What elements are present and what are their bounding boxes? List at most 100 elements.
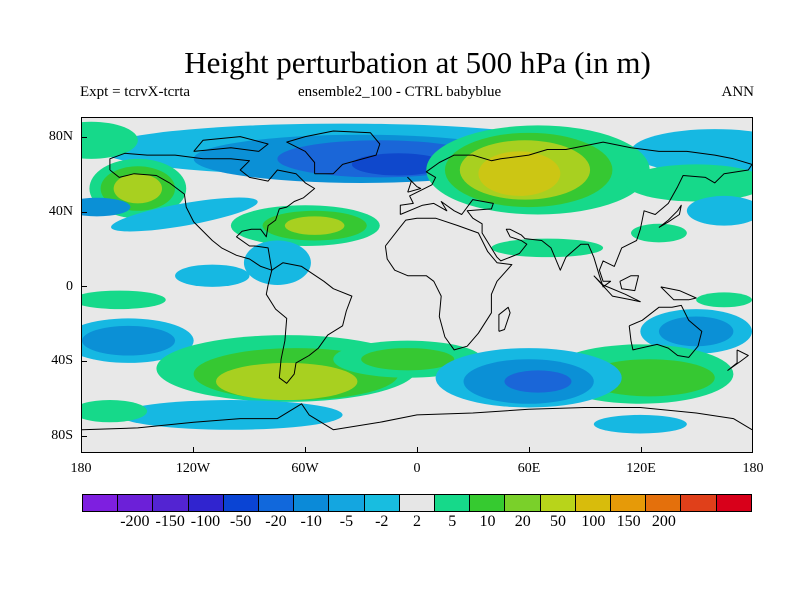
color-bar-label: -100 (190, 513, 221, 530)
color-bar-swatch (646, 495, 682, 511)
antarctica-coast (82, 403, 752, 431)
perturbation-field (82, 118, 752, 452)
field-map (82, 118, 752, 452)
lon-label-120e: 120E (626, 461, 656, 476)
color-bar-label: 150 (616, 513, 641, 530)
borneo-coast (619, 275, 639, 292)
color-bar-swatch (83, 495, 119, 511)
lon-label-0: 0 (413, 461, 421, 476)
color-bar-label: -200 (120, 513, 150, 530)
lat-tick (81, 361, 87, 362)
lat-label-80n: 80N (48, 129, 73, 144)
color-bar-swatch (505, 495, 541, 511)
field-region (631, 129, 752, 174)
color-bar-swatch (399, 495, 436, 511)
color-bar-swatch (153, 495, 189, 511)
color-bar-label: -50 (230, 513, 252, 530)
lon-label-60e: 60E (517, 461, 541, 476)
color-bar (82, 494, 752, 512)
field-region (243, 240, 311, 285)
color-bar-swatch (435, 495, 471, 511)
field-region (119, 400, 343, 430)
lat-label-40s: 40S (51, 353, 73, 368)
lon-label-60w: 60W (291, 461, 319, 476)
lon-tick (417, 447, 418, 453)
lat-label-40n: 40N (48, 204, 73, 219)
color-bar-label: -5 (339, 513, 354, 530)
color-bar-label: -2 (375, 513, 389, 530)
field-region (216, 362, 358, 401)
field-region (696, 292, 752, 308)
coastlines (82, 130, 752, 431)
color-bar-label: 200 (651, 513, 676, 530)
field-region (82, 121, 138, 159)
color-bar-label: 10 (479, 513, 496, 530)
greenland-coast (286, 130, 381, 175)
field-region (82, 197, 131, 217)
lat-label-80s: 80S (51, 428, 73, 443)
south-america-coast (265, 262, 353, 384)
color-bar-label: 5 (448, 513, 457, 530)
field-region (284, 216, 345, 235)
field-region (584, 359, 715, 397)
color-bar-swatch (188, 495, 224, 511)
madagascar-coast (498, 306, 511, 332)
field-region (351, 153, 445, 176)
lat-tick (81, 286, 87, 287)
lon-label-120w: 120W (175, 461, 211, 476)
color-bar-swatch (118, 495, 154, 511)
map-panel (81, 117, 753, 453)
field-region (82, 290, 166, 310)
color-bar-swatch (259, 495, 295, 511)
color-bar-swatch (470, 495, 506, 511)
lon-tick (641, 447, 642, 453)
field-region (631, 223, 687, 243)
season-label: ANN (721, 84, 755, 100)
color-bar-label: -10 (300, 513, 322, 530)
arctic-island-coast (193, 136, 269, 152)
map-title: Height perturbation at 500 hPa (in m) (184, 45, 651, 80)
australia-coast (628, 304, 703, 358)
color-bar-label: 2 (413, 513, 421, 530)
field-region (625, 164, 752, 202)
field-region (491, 238, 604, 258)
field-region (113, 173, 163, 204)
color-bar-swatch (540, 495, 576, 511)
color-bar-swatch (364, 495, 400, 511)
lon-tick (193, 447, 194, 453)
color-bar-label: 20 (514, 513, 531, 530)
lat-label-0: 0 (66, 279, 73, 294)
new-zealand-coast (727, 349, 749, 371)
japan-coast (658, 204, 682, 228)
lon-label-180e: 180 (742, 461, 764, 476)
indonesia-coast (593, 275, 641, 303)
lat-tick (81, 137, 87, 138)
field-region (361, 348, 455, 371)
eurasia-coast (399, 141, 752, 288)
lon-tick (305, 447, 306, 453)
field-region (686, 195, 752, 226)
field-region (593, 414, 687, 434)
britain-coast (407, 176, 422, 193)
field-region (82, 400, 148, 423)
lat-tick (81, 436, 87, 437)
color-bar-label: -20 (265, 513, 287, 530)
field-region (658, 316, 734, 347)
field-region (111, 197, 258, 232)
experiment-label: Expt = tcrvX-tcrta (80, 84, 191, 100)
color-bar-swatch (716, 495, 751, 511)
color-bar-label: 50 (550, 513, 567, 530)
color-bar-swatch (223, 495, 260, 511)
field-region (175, 264, 250, 287)
color-bar-swatch (681, 495, 717, 511)
color-bar-swatch (294, 495, 330, 511)
color-bar-label: 100 (581, 513, 606, 530)
lat-tick (81, 212, 87, 213)
field-region (478, 151, 561, 196)
africa-coast (384, 217, 513, 351)
field-region (82, 325, 176, 356)
field-region (504, 370, 572, 393)
color-bar-swatch (575, 495, 612, 511)
north-america-coast (109, 152, 316, 271)
color-bar-swatch (611, 495, 647, 511)
